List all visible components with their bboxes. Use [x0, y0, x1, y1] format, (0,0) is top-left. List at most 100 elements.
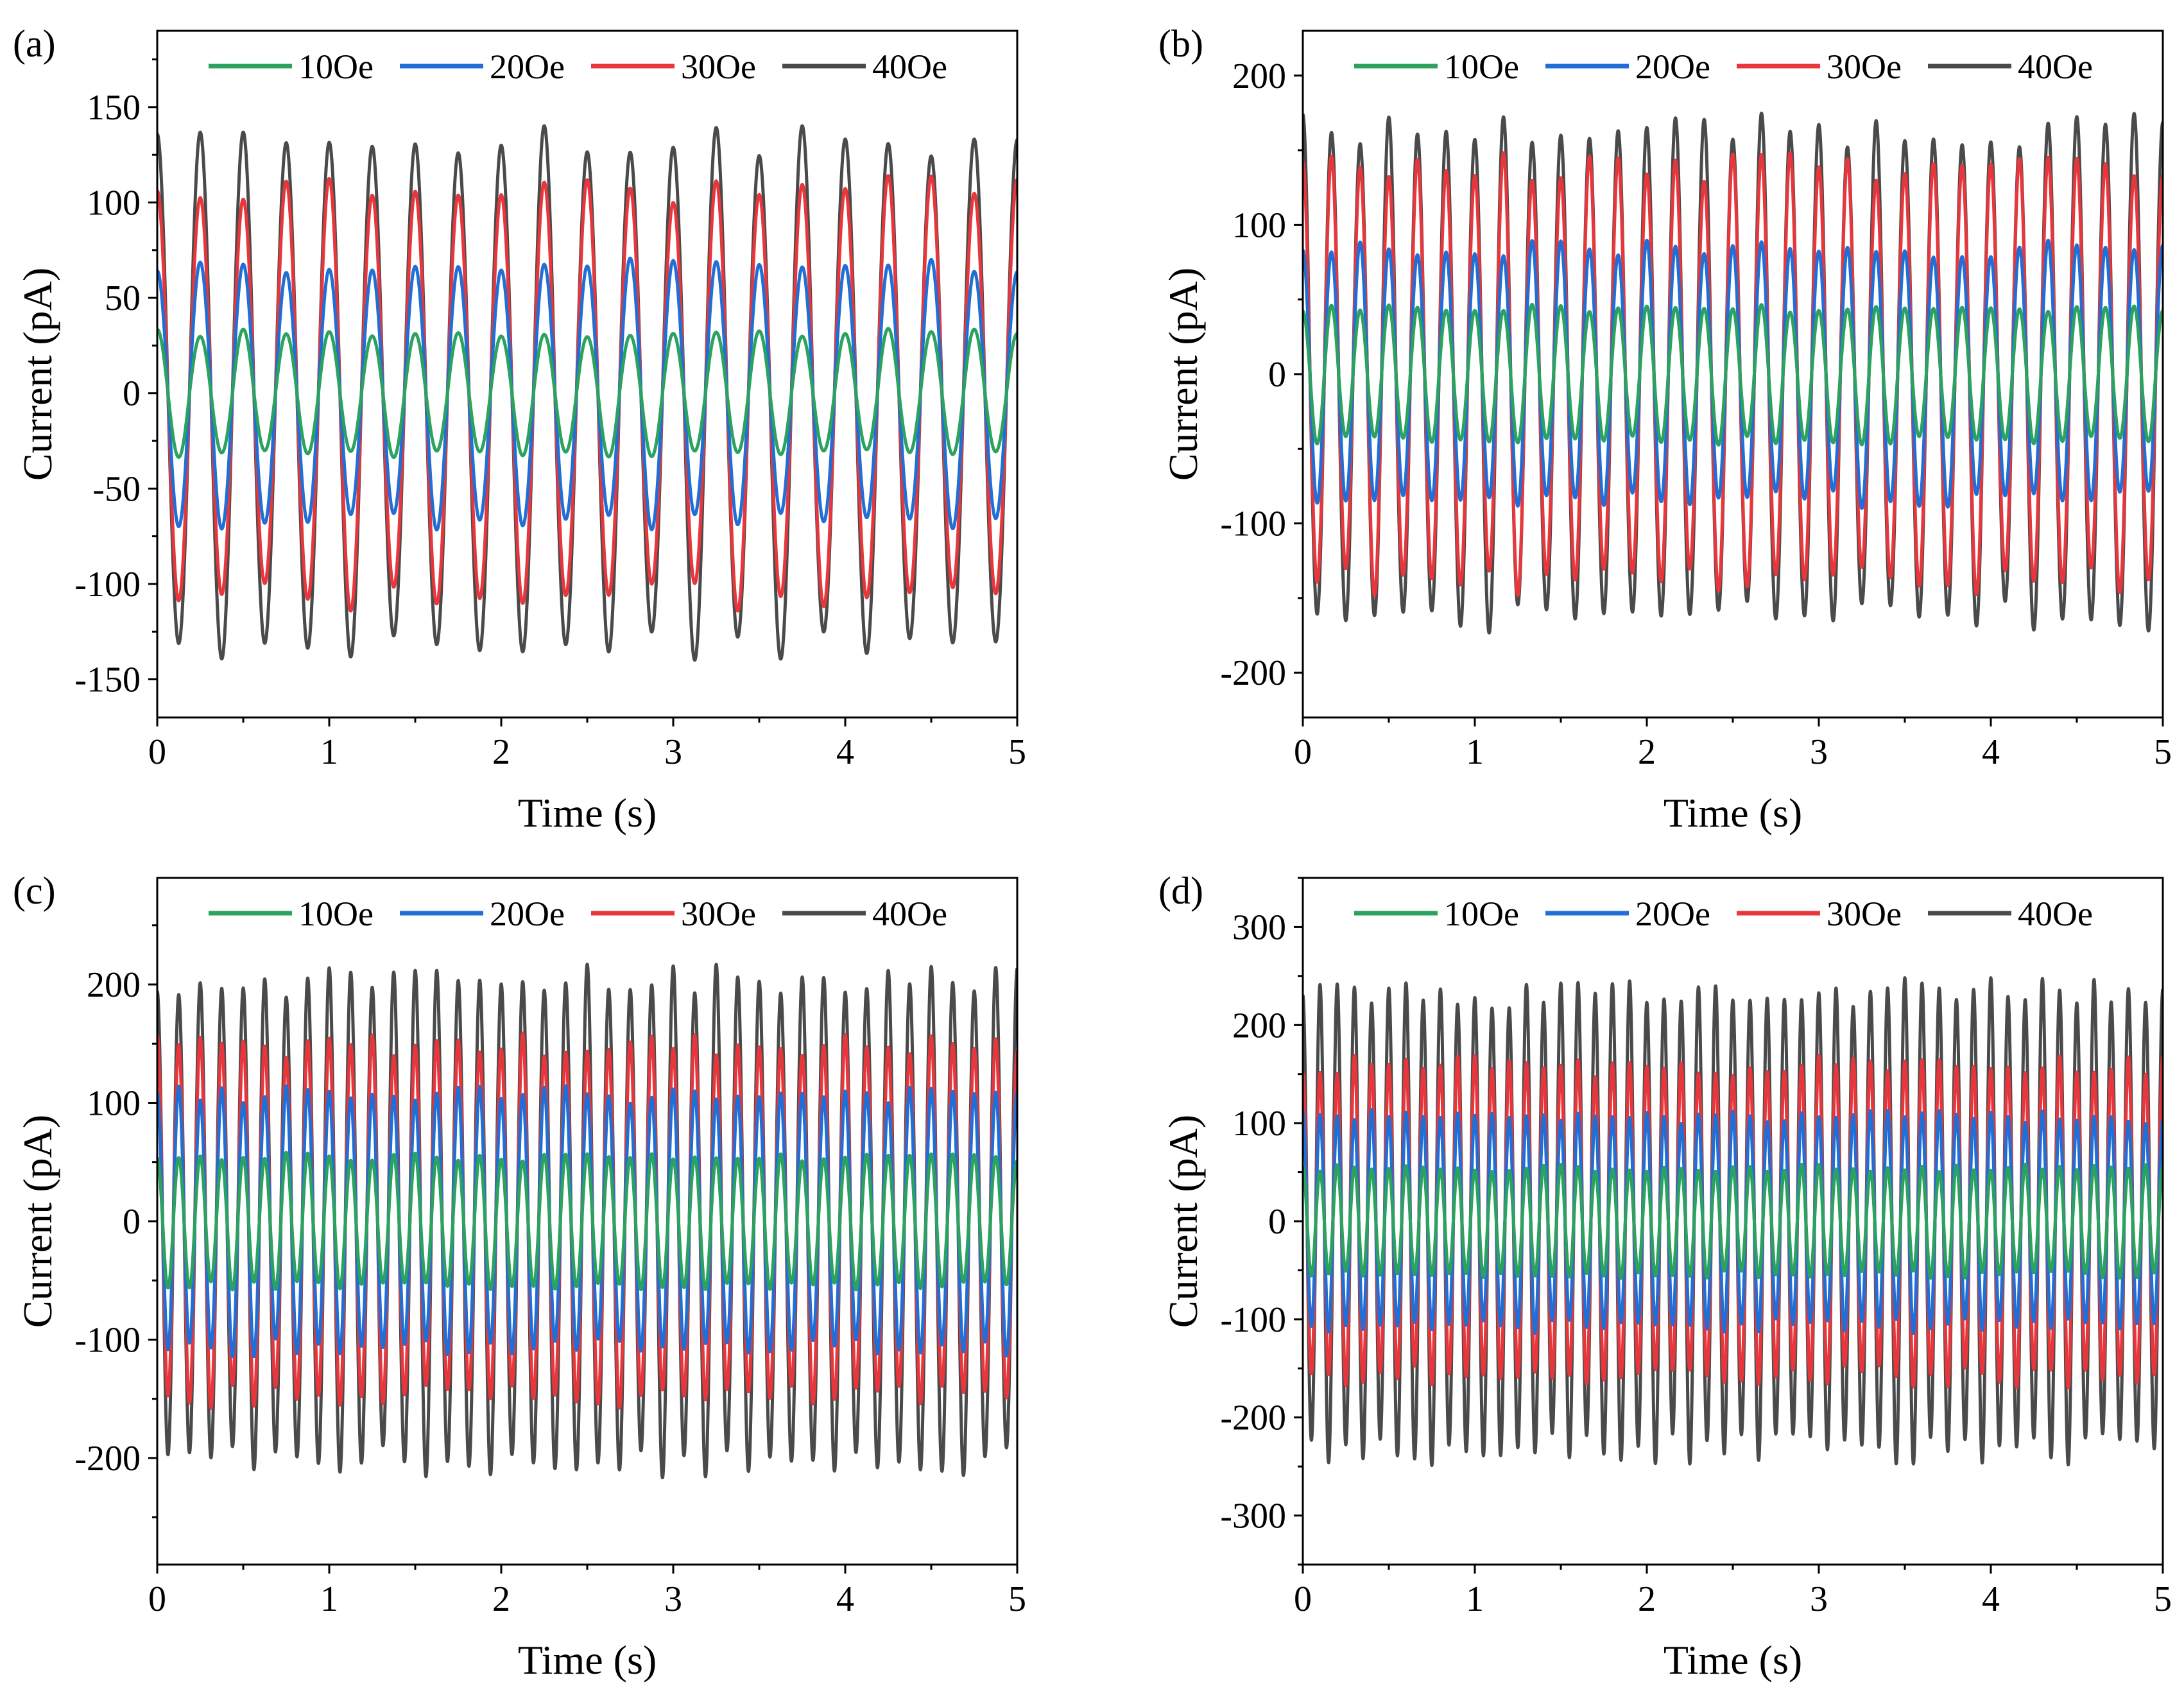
x-tick-label: 1	[1466, 732, 1484, 772]
y-tick-label: -100	[74, 565, 141, 605]
legend-label-40Oe: 40Oe	[872, 47, 947, 86]
x-tick-label: 3	[1810, 1579, 1828, 1619]
panel-label: (d)	[1158, 870, 1203, 912]
x-tick-label: 3	[1810, 732, 1828, 772]
x-tick-label: 5	[2154, 732, 2172, 772]
y-tick-label: -200	[74, 1439, 141, 1479]
x-axis-title: Time (s)	[518, 1637, 657, 1683]
series-line-40Oe	[1303, 111, 2163, 635]
panel-c: 0 1 2 3 4 5 -200 -100 0 100 200 Time (s) Current (pA…	[13, 870, 1026, 1683]
y-tick-label: -100	[1220, 1300, 1286, 1340]
y-tick-label: 0	[1268, 1202, 1286, 1242]
y-tick-label: -100	[1220, 504, 1286, 544]
y-tick-label: 0	[123, 1202, 141, 1242]
plot-area	[1303, 976, 2163, 1468]
y-axis-title: Current (pA)	[15, 1115, 60, 1328]
y-tick-label: 200	[1232, 1006, 1286, 1045]
x-axis-title: Time (s)	[518, 790, 657, 836]
legend-label-20Oe: 20Oe	[1635, 47, 1710, 86]
y-tick-label: 150	[87, 88, 141, 128]
legend-label-40Oe: 40Oe	[2018, 47, 2093, 86]
y-tick-label: -150	[74, 660, 141, 700]
legend: 10Oe 20Oe 30Oe 40Oe	[1354, 47, 2093, 86]
x-tick-label: 2	[492, 732, 510, 772]
y-tick-label: 100	[87, 1084, 141, 1124]
legend-label-20Oe: 20Oe	[490, 47, 565, 86]
x-tick-label: 2	[1638, 732, 1656, 772]
legend-label-10Oe: 10Oe	[298, 47, 374, 86]
x-tick-label: 3	[664, 1579, 682, 1619]
y-axis-title: Current (pA)	[1160, 1115, 1206, 1328]
y-tick-label: 300	[1232, 907, 1286, 947]
series-line-40Oe	[1303, 976, 2163, 1468]
x-tick-label: 4	[836, 1579, 854, 1619]
x-tick-label: 4	[1982, 1579, 2000, 1619]
x-tick-label: 2	[1638, 1579, 1656, 1619]
x-tick-label: 0	[148, 732, 166, 772]
y-axis-title: Current (pA)	[15, 268, 60, 481]
x-tick-label: 5	[1008, 1579, 1026, 1619]
legend-label-30Oe: 30Oe	[681, 47, 756, 86]
y-tick-label: 50	[105, 279, 141, 318]
y-tick-label: 200	[87, 965, 141, 1005]
x-tick-label: 0	[1294, 732, 1312, 772]
y-tick-label: 200	[1232, 56, 1286, 96]
x-tick-label: 1	[1466, 1579, 1484, 1619]
x-tick-label: 0	[148, 1579, 166, 1619]
legend-label-10Oe: 10Oe	[1444, 895, 1519, 933]
plot-area	[157, 963, 1017, 1480]
legend-label-40Oe: 40Oe	[872, 895, 947, 933]
series-line-30Oe	[1303, 151, 2163, 597]
x-tick-label: 3	[664, 732, 682, 772]
x-tick-label: 5	[2154, 1579, 2172, 1619]
legend-label-40Oe: 40Oe	[2018, 895, 2093, 933]
y-axis-title: Current (pA)	[1160, 268, 1206, 481]
panel-label: (c)	[13, 870, 56, 912]
series-line-10Oe	[157, 327, 1017, 459]
panel-d: 0 1 2 3 4 5 -300 -200 -100 0 100 200 300 Time (s) Curr…	[1158, 870, 2172, 1683]
legend-label-30Oe: 30Oe	[681, 895, 756, 933]
plot-area	[1303, 111, 2163, 635]
x-tick-label: 5	[1008, 732, 1026, 772]
legend-label-30Oe: 30Oe	[1827, 47, 1902, 86]
series-line-40Oe	[157, 963, 1017, 1480]
y-tick-label: -100	[74, 1320, 141, 1360]
series-line-10Oe	[157, 1151, 1017, 1292]
panel-a: 0 1 2 3 4 5 -150 -100 -50 0 50 100 150 Time (s) Curren…	[13, 22, 1026, 836]
y-tick-label: 100	[1232, 1104, 1286, 1144]
panel-b: 0 1 2 3 4 5 -200 -100 0 100 200 Time (s) Current (pA…	[1158, 22, 2172, 836]
series-line-20Oe	[1303, 238, 2163, 510]
legend-label-10Oe: 10Oe	[298, 895, 374, 933]
series-line-20Oe	[1303, 1108, 2163, 1335]
legend: 10Oe 20Oe 30Oe 40Oe	[209, 895, 947, 933]
legend-label-20Oe: 20Oe	[1635, 895, 1710, 933]
y-tick-label: -200	[1220, 653, 1286, 693]
series-line-30Oe	[157, 174, 1017, 613]
y-tick-label: -200	[1220, 1398, 1286, 1438]
plot-frame	[156, 30, 1019, 719]
panel-label: (a)	[13, 22, 56, 65]
x-tick-label: 1	[320, 1579, 338, 1619]
x-axis-title: Time (s)	[1664, 1637, 1802, 1683]
series-line-30Oe	[1303, 1053, 2163, 1389]
y-tick-label: 100	[1232, 205, 1286, 245]
legend-label-30Oe: 30Oe	[1827, 895, 1902, 933]
panel-label: (b)	[1158, 22, 1203, 65]
legend: 10Oe 20Oe 30Oe 40Oe	[1354, 895, 2093, 933]
legend-label-20Oe: 20Oe	[490, 895, 565, 933]
series-line-10Oe	[1303, 1162, 2163, 1280]
x-tick-label: 1	[320, 732, 338, 772]
y-tick-label: -300	[1220, 1497, 1286, 1536]
series-line-20Oe	[157, 256, 1017, 532]
legend-label-10Oe: 10Oe	[1444, 47, 1519, 86]
plot-area	[157, 124, 1017, 662]
legend: 10Oe 20Oe 30Oe 40Oe	[209, 47, 947, 86]
y-tick-label: 100	[87, 184, 141, 223]
series-line-20Oe	[157, 1084, 1017, 1359]
x-axis-title: Time (s)	[1664, 790, 1802, 836]
series-line-10Oe	[1303, 302, 2163, 447]
x-tick-label: 0	[1294, 1579, 1312, 1619]
y-tick-label: 0	[1268, 355, 1286, 395]
y-tick-label: -50	[92, 469, 141, 509]
